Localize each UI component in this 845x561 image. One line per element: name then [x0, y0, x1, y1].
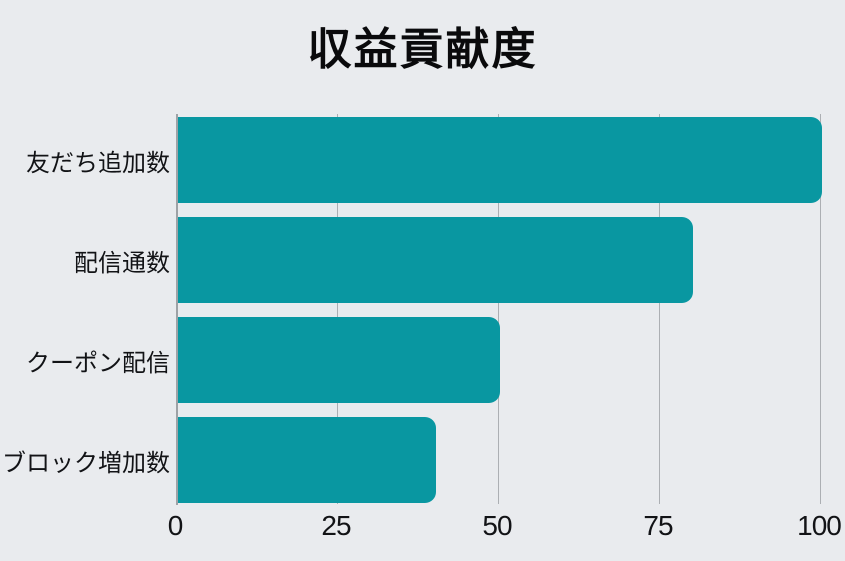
category-label: クーポン配信 — [26, 349, 170, 377]
x-tick-label-100: 100 — [797, 510, 842, 541]
x-tick-label-0: 0 — [167, 510, 184, 541]
x-tick-label-75: 75 — [643, 510, 673, 541]
chart-row: 友だち追加数 — [0, 117, 845, 203]
chart-row: 配信通数 — [0, 217, 845, 303]
gridline-x-100 — [820, 114, 821, 504]
chart-row: クーポン配信 — [0, 317, 845, 403]
y-axis-line — [176, 114, 178, 505]
bar-rows: 友だち追加数配信通数クーポン配信ブロック増加数 — [0, 117, 845, 503]
gridline-x-50 — [498, 114, 499, 504]
category-label: ブロック増加数 — [2, 449, 170, 477]
bar-ブロック増加数 — [178, 417, 436, 503]
gridline-x-75 — [659, 114, 660, 504]
category-label: 友だち追加数 — [26, 149, 170, 177]
gridline-x-25 — [337, 114, 338, 504]
bar-クーポン配信 — [178, 317, 500, 403]
gridlines — [177, 114, 823, 504]
bar-配信通数 — [178, 217, 694, 303]
chart-row: ブロック増加数 — [0, 417, 845, 503]
x-tick-label-25: 25 — [321, 510, 351, 541]
bar-友だち追加数 — [178, 117, 822, 203]
chart-title: 収益貢献度 — [307, 25, 538, 74]
x-tick-label-50: 50 — [482, 510, 512, 541]
category-label: 配信通数 — [74, 249, 170, 277]
